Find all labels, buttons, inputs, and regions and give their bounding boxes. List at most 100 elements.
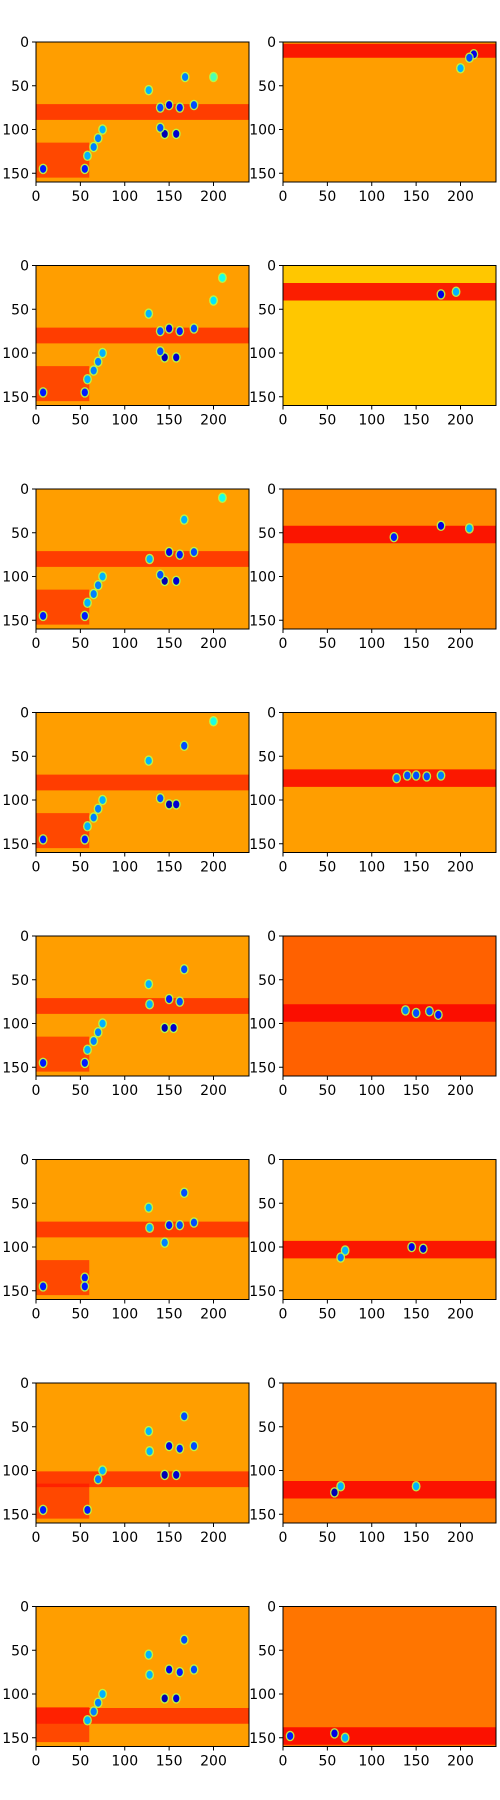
- y-tick-label: 100: [249, 123, 276, 139]
- y-tick-label: 150: [2, 166, 29, 182]
- heatmap-band: [283, 769, 496, 787]
- x-tick-label: 50: [71, 1754, 89, 1770]
- heatmap-blob: [166, 548, 173, 556]
- panel-frame: [35, 41, 250, 183]
- heatmap-background: [283, 1606, 496, 1747]
- y-tick-label: 50: [11, 302, 29, 318]
- x-tick-label: 100: [358, 1083, 385, 1099]
- heatmap-blob: [166, 1221, 173, 1230]
- heatmap-blob: [157, 123, 164, 132]
- heatmap-blob: [161, 1694, 168, 1703]
- heatmap-panel-r2-c1: 0 50 100 150 200 0 50 100 150: [2, 259, 250, 429]
- heatmap-blob: [181, 965, 188, 974]
- x-tick-label: 100: [358, 413, 385, 429]
- x-tick-label: 200: [200, 1307, 227, 1323]
- y-tick-label: 100: [2, 123, 29, 139]
- heatmap-blob: [402, 1006, 409, 1015]
- x-tick-label: 100: [111, 1754, 138, 1770]
- heatmap-blob: [173, 1470, 180, 1479]
- heatmap-blob: [173, 1694, 180, 1703]
- heatmap-blob: [99, 1019, 106, 1028]
- heatmap-blob: [81, 835, 88, 844]
- x-tick-label: 0: [279, 1530, 288, 1546]
- x-tick-label: 0: [279, 1083, 288, 1099]
- y-tick-label: 50: [258, 749, 276, 765]
- x-tick-label: 200: [447, 1530, 474, 1546]
- heatmap-panel-r5-c1: 0 50 100 150 200 0 50 100 150: [2, 929, 250, 1099]
- heatmap-blob: [39, 388, 47, 397]
- y-tick-label: 0: [267, 1153, 276, 1169]
- heatmap-blob: [181, 73, 189, 81]
- heatmap-blob: [437, 521, 445, 530]
- heatmap-panel-r7-c2: 0 50 100 150 200 0 50 100 150: [249, 1376, 497, 1546]
- heatmap-background: [283, 1383, 496, 1523]
- heatmap-blob: [39, 164, 47, 173]
- x-tick-label: 0: [32, 189, 41, 205]
- heatmap-blob: [39, 611, 47, 620]
- panel-frame: [282, 488, 497, 630]
- heatmap-panel-r1-c2: 0 50 100 150 200 0 50 100 150: [249, 35, 497, 205]
- heatmap-blob: [190, 1218, 198, 1227]
- x-tick-label: 200: [447, 1083, 474, 1099]
- heatmap-blob: [161, 353, 168, 362]
- heatmap-blob: [176, 327, 183, 336]
- heatmap-blob: [181, 741, 188, 750]
- y-tick-label: 100: [249, 1017, 276, 1033]
- y-tick-label: 0: [20, 1376, 29, 1392]
- heatmap-blob: [81, 1273, 88, 1282]
- heatmap-blob: [145, 1650, 152, 1659]
- heatmap-blob: [166, 324, 173, 333]
- y-tick-label: 50: [258, 1643, 276, 1659]
- x-tick-label: 0: [279, 1307, 288, 1323]
- x-tick-label: 50: [71, 413, 89, 429]
- panel-frame: [35, 1159, 250, 1300]
- heatmap-band: [283, 1481, 496, 1499]
- y-tick-label: 50: [258, 526, 276, 542]
- y-tick-label: 150: [2, 1060, 29, 1076]
- x-tick-label: 50: [71, 1083, 89, 1099]
- heatmap-band: [283, 1240, 496, 1259]
- heatmap-blob: [190, 324, 198, 333]
- heatmap-blob: [176, 1221, 183, 1230]
- heatmap-blob: [95, 134, 102, 143]
- y-tick-label: 0: [20, 259, 29, 275]
- heatmap-blob: [99, 796, 106, 804]
- heatmap-blob: [457, 64, 464, 73]
- y-tick-label: 100: [2, 1017, 29, 1033]
- x-tick-label: 150: [156, 1754, 183, 1770]
- heatmap-blob: [437, 771, 445, 780]
- heatmap-blob: [157, 570, 164, 579]
- panel-frame: [282, 712, 497, 853]
- x-tick-label: 0: [32, 860, 41, 876]
- heatmap-panel-r6-c1: 0 50 100 150 200 0 50 100 150: [2, 1153, 250, 1323]
- heatmap-blob: [219, 273, 226, 282]
- heatmap-blob: [337, 1253, 344, 1262]
- x-tick-label: 150: [403, 860, 430, 876]
- heatmap-blob: [95, 1028, 102, 1037]
- y-tick-label: 150: [249, 1060, 276, 1076]
- heatmap-blob: [39, 1505, 47, 1514]
- x-tick-label: 150: [156, 189, 183, 205]
- heatmap-blob: [146, 1000, 153, 1009]
- panel-frame: [282, 1606, 497, 1747]
- heatmap-blob: [342, 1733, 349, 1742]
- heatmap-blob: [337, 1482, 344, 1491]
- heatmap-blob: [166, 1665, 173, 1674]
- heatmap-blob: [81, 388, 88, 397]
- heatmap-blob: [99, 572, 106, 581]
- heatmap-blob: [393, 774, 400, 783]
- x-tick-label: 150: [403, 1530, 430, 1546]
- heatmap-blob: [181, 1635, 188, 1644]
- heatmap-band: [283, 525, 496, 544]
- x-tick-label: 100: [358, 1307, 385, 1323]
- y-tick-label: 0: [20, 1600, 29, 1616]
- heatmap-blob: [84, 1505, 91, 1514]
- x-tick-label: 100: [358, 1754, 385, 1770]
- heatmap-blob: [452, 287, 460, 296]
- x-tick-label: 50: [318, 1754, 336, 1770]
- heatmap-blob: [146, 1223, 153, 1232]
- x-tick-label: 150: [156, 860, 183, 876]
- heatmap-blob: [170, 1023, 177, 1032]
- x-tick-label: 150: [156, 636, 183, 652]
- heatmap-blob: [176, 997, 183, 1006]
